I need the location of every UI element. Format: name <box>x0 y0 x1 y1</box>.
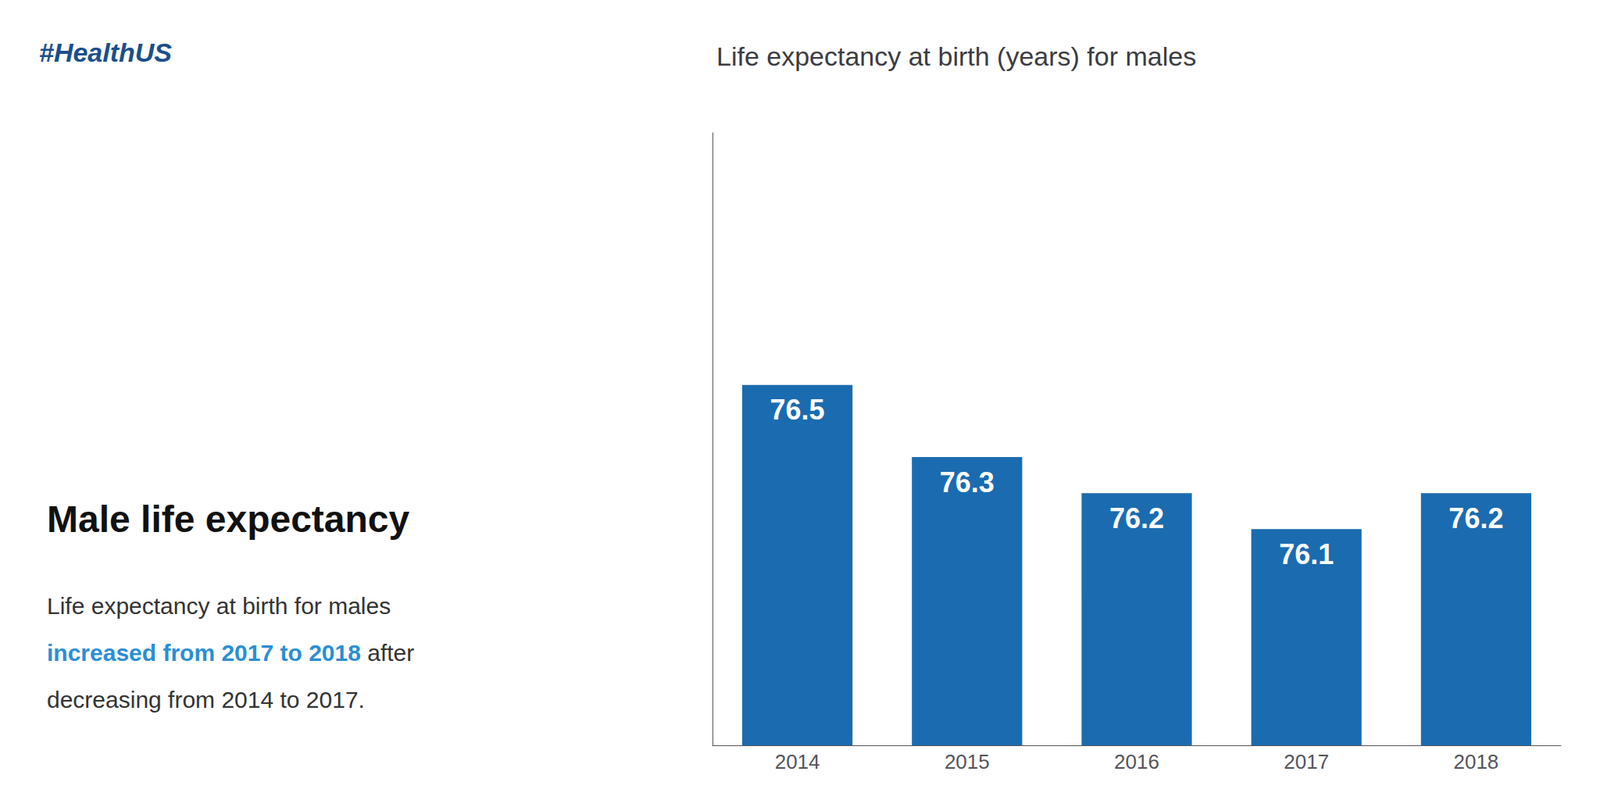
svg-text:76.2: 76.2 <box>1448 502 1504 535</box>
svg-text:2015: 2015 <box>944 750 990 774</box>
svg-text:Male life expectancy: Male life expectancy <box>46 498 411 540</box>
svg-text:2016: 2016 <box>1114 750 1160 774</box>
svg-text:decreasing from 2014 to 2017.: decreasing from 2014 to 2017. <box>46 686 365 713</box>
svg-text:76.5: 76.5 <box>770 393 825 426</box>
svg-text:#HealthUS: #HealthUS <box>39 37 172 68</box>
svg-text:76.3: 76.3 <box>939 466 995 499</box>
svg-text:76.2: 76.2 <box>1109 502 1165 535</box>
svg-text:2014: 2014 <box>775 750 821 774</box>
svg-text:Life expectancy at birth (year: Life expectancy at birth (years) for mal… <box>716 41 1197 72</box>
svg-text:2018: 2018 <box>1453 750 1499 774</box>
svg-text:76.1: 76.1 <box>1278 538 1334 571</box>
svg-text:2017: 2017 <box>1283 750 1329 774</box>
svg-text:after: after <box>367 639 415 666</box>
svg-text:Life expectancy at birth for m: Life expectancy at birth for males <box>46 592 391 619</box>
svg-text:increased from 2017 to 2018: increased from 2017 to 2018 <box>46 639 361 666</box>
